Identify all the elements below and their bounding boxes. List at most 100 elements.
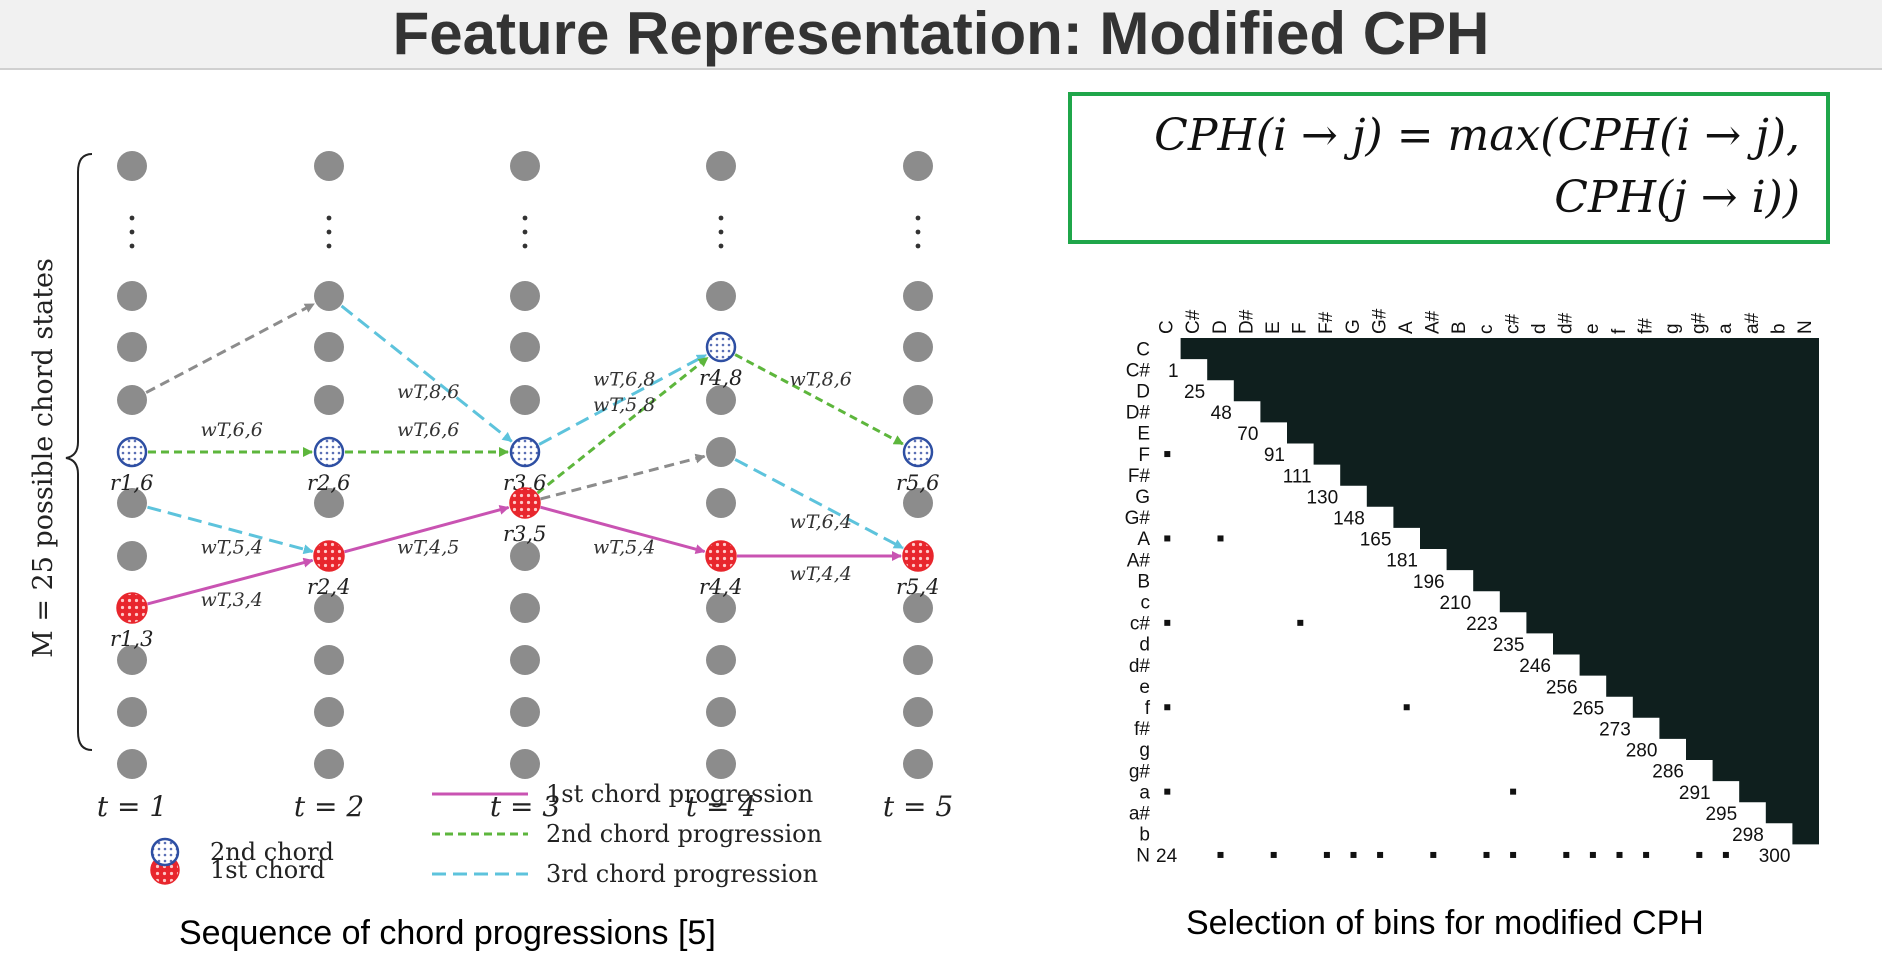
matrix-selected-bin: [1217, 851, 1224, 858]
legend-first-chord: 1st chord: [210, 856, 325, 884]
ellipsis-dot: [129, 215, 135, 221]
matrix-col-label: C: [1157, 320, 1178, 334]
state-node: [903, 385, 933, 415]
state-node: [314, 749, 344, 779]
matrix-diagonal-value: 223: [1466, 614, 1498, 635]
matrix-selected-bin: [1483, 851, 1490, 858]
matrix-col-label: N: [1795, 320, 1816, 334]
edge-cyan: [538, 353, 707, 446]
ellipsis-dot: [915, 229, 921, 235]
matrix-diagonal-value: 148: [1333, 509, 1365, 530]
second-chord-node: [116, 436, 148, 468]
node-label: r5,4: [896, 575, 939, 599]
matrix-diagonal-value: 1: [1168, 361, 1179, 382]
matrix-diagonal-value: 235: [1493, 635, 1525, 656]
matrix-col-label: f: [1609, 328, 1630, 334]
matrix-diagonal-value: 70: [1237, 424, 1258, 445]
matrix-selected-bin: [1643, 851, 1650, 858]
matrix-row-label: N: [1136, 846, 1150, 862]
state-node: [903, 488, 933, 518]
matrix-col-label: E: [1263, 321, 1284, 334]
matrix-row-label: a#: [1129, 804, 1151, 825]
matrix-col-label: b: [1768, 323, 1789, 334]
matrix-diagonal-value: 91: [1264, 445, 1285, 466]
matrix-diagonal-value: 25: [1184, 382, 1205, 403]
state-node: [117, 332, 147, 362]
state-node: [117, 541, 147, 571]
second-chord-node: [902, 436, 934, 468]
edge-gray: [540, 453, 706, 501]
matrix-col-label: g: [1662, 323, 1683, 334]
state-node: [117, 385, 147, 415]
matrix-row-label: A: [1137, 529, 1150, 550]
state-node: [903, 281, 933, 311]
formula-line-2: CPH(j → i)): [1554, 172, 1800, 223]
matrix-selected-bin: [1510, 851, 1517, 858]
first-chord-node: [313, 540, 345, 572]
matrix-row-label: E: [1137, 424, 1150, 445]
second-chord-node: [705, 331, 737, 363]
matrix-selected-bin: [1297, 619, 1304, 626]
state-node: [314, 281, 344, 311]
state-node: [117, 281, 147, 311]
matrix-diagonal-value: 280: [1626, 741, 1658, 762]
node-label: r4,8: [699, 366, 742, 390]
legend-second-chord-icon: [150, 837, 180, 867]
state-node: [706, 437, 736, 467]
matrix-selected-bin: [1164, 535, 1171, 542]
matrix-selected-bin: [1696, 851, 1703, 858]
state-node: [903, 151, 933, 181]
caption-right: Selection of bins for modified CPH: [1186, 904, 1704, 942]
state-node: [510, 697, 540, 727]
matrix-row-label: G#: [1125, 508, 1151, 529]
matrix-selected-bin: [1589, 851, 1596, 858]
time-label: t = 4: [686, 790, 756, 823]
state-node: [706, 385, 736, 415]
state-node: [314, 645, 344, 675]
matrix-col-label: A: [1396, 321, 1417, 334]
matrix-col-label: F#: [1316, 311, 1337, 334]
state-node: [117, 151, 147, 181]
state-node: [510, 593, 540, 623]
ellipsis-dot: [326, 243, 332, 249]
matrix-row-label: C: [1136, 339, 1150, 360]
state-node: [510, 332, 540, 362]
matrix-row-label: F#: [1128, 466, 1151, 487]
time-label: t = 2: [294, 790, 364, 823]
matrix-selected-bin: [1430, 851, 1437, 858]
matrix-diagonal-value: 286: [1652, 762, 1684, 783]
matrix-diagonal-value: 291: [1679, 783, 1711, 804]
matrix-diagonal-value: 246: [1519, 656, 1551, 677]
edge-gray: [145, 302, 315, 394]
matrix-selected-bin: [1377, 851, 1384, 858]
matrix-row-label: d: [1139, 635, 1150, 656]
state-node: [314, 697, 344, 727]
matrix-row-label: d#: [1129, 656, 1151, 677]
time-label: t = 5: [883, 790, 953, 823]
matrix-selected-bin: [1164, 619, 1171, 626]
matrix-col-label: B: [1449, 321, 1470, 334]
state-node: [314, 593, 344, 623]
state-node: [510, 749, 540, 779]
formula-line-1: CPH(i → j) = max(CPH(i → j),: [1154, 110, 1800, 161]
time-label: t = 1: [97, 790, 167, 823]
state-node: [510, 541, 540, 571]
matrix-diagonal-value: 300: [1759, 846, 1791, 862]
matrix-col-label: a#: [1742, 312, 1763, 334]
state-node: [903, 645, 933, 675]
matrix-col-label: c#: [1502, 314, 1523, 335]
legend-progression-label: 1st chord progression: [546, 780, 813, 808]
matrix-diagonal-value: 111: [1283, 466, 1312, 487]
matrix-row-label: g: [1139, 740, 1150, 761]
state-node: [314, 385, 344, 415]
matrix-col-label: G: [1343, 319, 1364, 334]
matrix-row-label: c: [1141, 593, 1151, 614]
matrix-row-label: f: [1145, 698, 1151, 719]
matrix-selected-bin: [1323, 851, 1330, 858]
matrix-col-label: d: [1529, 323, 1550, 334]
state-node: [117, 488, 147, 518]
edge-weight-label: wT,6,6: [397, 419, 459, 441]
matrix-selected-bin: [1270, 851, 1277, 858]
matrix-diagonal-value: 298: [1732, 825, 1764, 846]
matrix-row-label: c#: [1130, 614, 1151, 635]
